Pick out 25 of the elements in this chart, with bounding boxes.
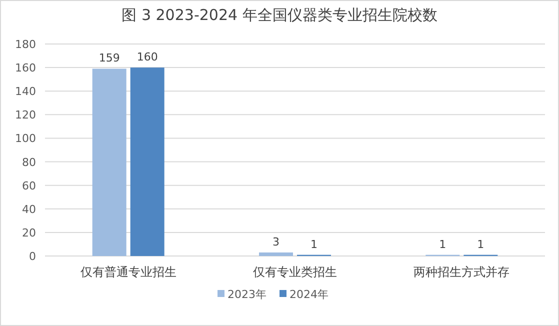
data-label: 159 (98, 52, 120, 65)
x-tick-label: 仅有普通专业招生 (80, 265, 176, 279)
bar (130, 68, 164, 256)
y-tick-label: 100 (15, 132, 36, 146)
data-label: 160 (136, 50, 158, 64)
y-tick-label: 160 (15, 62, 36, 75)
bar (259, 252, 293, 256)
data-label: 1 (439, 238, 446, 251)
data-label: 3 (272, 235, 280, 248)
y-tick-label: 80 (22, 156, 36, 169)
legend-label: 2024年 (290, 288, 328, 301)
y-tick-label: 120 (15, 108, 36, 122)
y-tick-label: 0 (29, 250, 36, 263)
x-tick-label: 两种招生方式并存 (414, 265, 510, 279)
y-tick-label: 40 (22, 202, 36, 216)
y-tick-label: 60 (22, 179, 36, 192)
data-label: 1 (477, 238, 484, 251)
y-tick-label: 140 (15, 85, 36, 98)
y-tick-label: 20 (22, 226, 36, 240)
chart-title: 图 3 2023-2024 年全国仪器类专业招生院校数 (122, 6, 438, 24)
bar (92, 68, 126, 256)
legend-label: 2023年 (228, 288, 266, 301)
y-tick-label: 180 (15, 38, 36, 51)
x-tick-label: 仅有专业类招生 (253, 265, 337, 279)
data-label: 1 (310, 238, 318, 251)
